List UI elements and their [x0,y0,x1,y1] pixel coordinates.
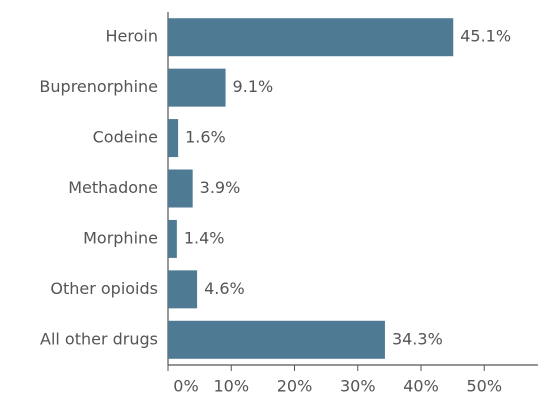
bar [168,169,193,208]
x-tick-label: 20% [277,377,313,396]
x-tick-label: 40% [403,377,439,396]
x-tick-label: 0% [173,377,198,396]
data-label: 45.1% [460,27,511,46]
bar [168,270,198,309]
data-label: 1.4% [184,228,225,247]
data-label: 1.6% [185,128,226,147]
bar [168,18,454,57]
bar [168,68,226,107]
y-tick-label: Buprenorphine [39,77,158,96]
y-tick-label: Other opioids [50,279,158,298]
bar [168,320,385,359]
data-label: 4.6% [204,279,245,298]
bar [168,119,179,158]
y-tick-label: Morphine [83,228,158,247]
data-label: 34.3% [392,329,443,348]
y-tick-label: All other drugs [40,329,158,348]
data-label: 9.1% [233,77,274,96]
bar [168,219,177,258]
y-tick-label: Codeine [93,128,158,147]
data-label: 3.9% [200,178,241,197]
x-tick-label: 50% [466,377,502,396]
y-tick-label: Methadone [68,178,158,197]
y-tick-label: Heroin [106,27,158,46]
x-tick-label: 30% [340,377,376,396]
x-tick-label: 10% [213,377,249,396]
